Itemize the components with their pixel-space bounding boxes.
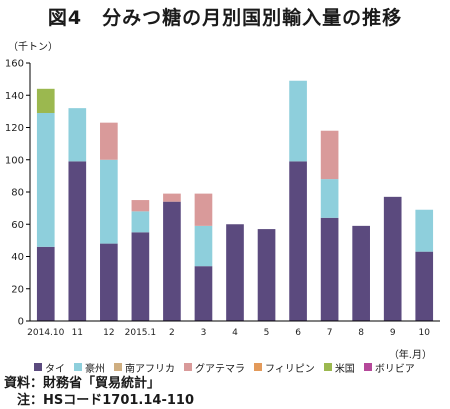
x-tick-label: 7 bbox=[327, 328, 333, 338]
y-tick-label: 60 bbox=[11, 220, 24, 231]
x-tick-label: 12 bbox=[103, 328, 114, 338]
bar-segment bbox=[415, 251, 434, 321]
x-tick-label: 6 bbox=[295, 328, 301, 338]
x-axis-unit-label: （年.月） bbox=[388, 350, 432, 361]
chart-title: 図4 分みつ糖の月別国別輸入量の推移 bbox=[47, 7, 403, 29]
bar-segment bbox=[131, 200, 150, 212]
y-tick-label: 100 bbox=[5, 155, 24, 166]
legend-swatch bbox=[184, 363, 192, 371]
bar-segment bbox=[100, 122, 118, 160]
y-tick-label: 160 bbox=[5, 59, 24, 70]
legend-swatch bbox=[74, 363, 82, 371]
bar-segment bbox=[194, 193, 213, 226]
legend-label: 豪州 bbox=[85, 363, 105, 375]
legend-swatch bbox=[114, 363, 122, 371]
x-tick-label: 11 bbox=[72, 328, 83, 338]
x-tick-label: 8 bbox=[358, 328, 364, 338]
bar-segment bbox=[352, 225, 370, 321]
x-tick-label: 4 bbox=[232, 328, 238, 338]
y-tick-label: 0 bbox=[18, 317, 24, 328]
legend-swatch bbox=[323, 363, 332, 371]
legend-item: ボリビア bbox=[363, 360, 415, 375]
bar-segment bbox=[36, 88, 55, 113]
legend-label: フィリピン bbox=[265, 363, 315, 375]
bar-segment bbox=[320, 217, 339, 321]
bar-segment bbox=[415, 209, 434, 252]
bar-segment bbox=[131, 211, 150, 233]
bar-segment bbox=[100, 243, 118, 321]
legend-item: 米国 bbox=[323, 360, 355, 375]
legend-swatch bbox=[34, 363, 42, 371]
bar-segment bbox=[320, 130, 339, 180]
bar-segment bbox=[68, 108, 87, 162]
legend-item: 豪州 bbox=[74, 360, 105, 375]
chart-legend: タイ 豪州 南アフリカ グアテマラ フィリピン 米国 ボリビア bbox=[34, 360, 415, 375]
legend-label: グアテマラ bbox=[195, 363, 245, 375]
x-tick-label: 2015.1 bbox=[125, 328, 157, 338]
bar-segment bbox=[36, 246, 55, 321]
legend-swatch bbox=[363, 363, 372, 371]
x-tick-label: 5 bbox=[264, 328, 270, 338]
y-axis-unit-label: （千トン） bbox=[8, 42, 58, 53]
x-tick-label: 2014.10 bbox=[27, 328, 64, 338]
bar-segment bbox=[131, 232, 150, 321]
legend-item: タイ bbox=[34, 360, 65, 375]
legend-label: 米国 bbox=[334, 363, 355, 375]
y-tick-label: 120 bbox=[5, 123, 24, 134]
y-tick-label: 20 bbox=[11, 284, 24, 295]
legend-item: 南アフリカ bbox=[114, 360, 175, 375]
legend-item: グアテマラ bbox=[184, 360, 245, 375]
legend-label: ボリビア bbox=[374, 363, 415, 375]
x-tick-label: 10 bbox=[419, 328, 431, 338]
x-tick-label: 2 bbox=[169, 328, 175, 338]
bar-segment bbox=[194, 225, 213, 267]
bar-segment bbox=[320, 179, 339, 218]
bar-segment bbox=[163, 193, 181, 202]
bar-segment bbox=[36, 112, 55, 247]
source-text: 資料：財務省「貿易統計」 bbox=[4, 376, 161, 391]
bar-segment bbox=[289, 161, 307, 321]
legend-label: 南アフリカ bbox=[125, 363, 175, 375]
x-tick-label: 3 bbox=[201, 328, 207, 338]
source-note: 資料：財務省「貿易統計」 注：HSコード1701.14-110 bbox=[4, 375, 194, 409]
legend-item: フィリピン bbox=[254, 360, 315, 375]
bar-segment bbox=[194, 266, 213, 321]
bar-segment bbox=[383, 196, 402, 321]
bar-segment bbox=[163, 201, 181, 321]
bar-segment bbox=[289, 80, 307, 162]
y-tick-label: 140 bbox=[5, 91, 24, 102]
legend-swatch bbox=[254, 363, 262, 371]
x-tick-label: 9 bbox=[390, 328, 396, 338]
legend-label: タイ bbox=[45, 363, 65, 375]
y-tick-label: 80 bbox=[11, 188, 24, 199]
bar-segment bbox=[226, 224, 244, 321]
bar-segment bbox=[100, 159, 118, 244]
bar-segment bbox=[257, 229, 276, 321]
y-tick-label: 40 bbox=[11, 252, 24, 263]
bar-segment bbox=[68, 161, 87, 321]
note-text: 注：HSコード1701.14-110 bbox=[17, 393, 194, 408]
